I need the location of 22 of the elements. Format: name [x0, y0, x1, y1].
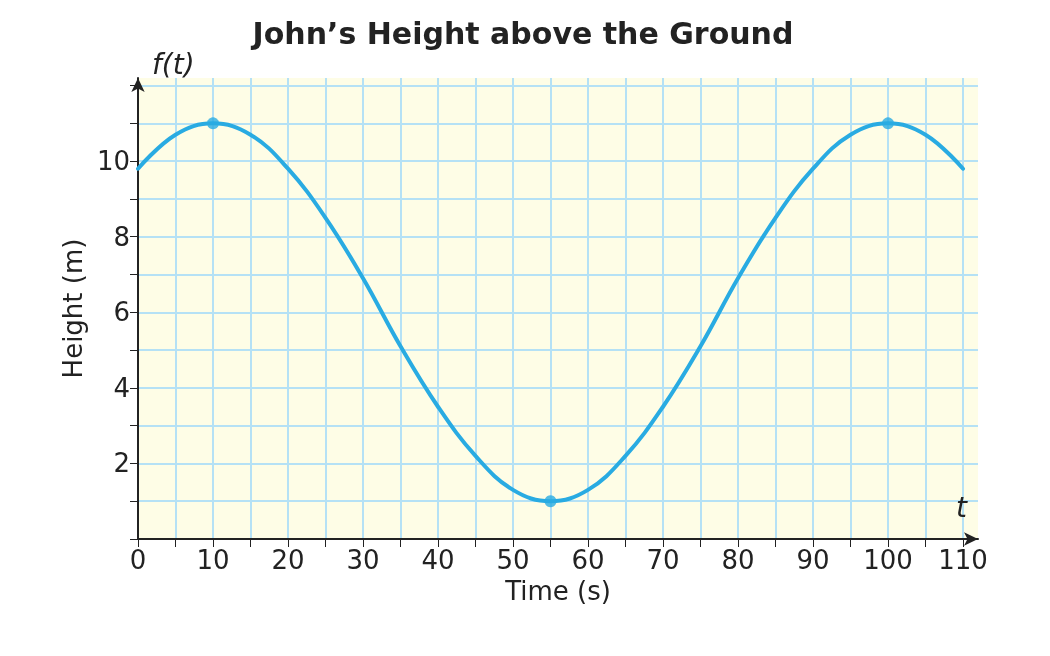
x-tick-label: 90	[796, 545, 830, 575]
y-tick-label: 6	[113, 297, 130, 328]
y-tick-label: 2	[113, 448, 130, 479]
y-tick-label: 10	[96, 146, 130, 177]
x-tick-label: 10	[196, 545, 230, 575]
x-tick-label: 0	[129, 545, 147, 575]
x-tick-label: 70	[646, 545, 680, 575]
annotation: f(t)	[152, 47, 195, 81]
x-tick-label: 20	[271, 545, 305, 575]
x-tick-label: 50	[496, 545, 530, 575]
x-tick-label: 40	[421, 545, 455, 575]
x-tick-label: 110	[938, 545, 988, 575]
x-tick-label: 60	[571, 545, 605, 575]
chart-title: John’s Height above the Ground	[250, 15, 794, 51]
y-axis-title: Height (m)	[58, 238, 89, 379]
y-tick-label: 8	[113, 221, 130, 252]
x-tick-label: 80	[721, 545, 755, 575]
x-tick-label: 100	[863, 545, 913, 575]
y-tick-label: 4	[113, 372, 130, 403]
x-axis-title: Time (s)	[504, 575, 611, 606]
x-tick-label: 30	[346, 545, 380, 575]
annotation: t	[956, 490, 968, 524]
